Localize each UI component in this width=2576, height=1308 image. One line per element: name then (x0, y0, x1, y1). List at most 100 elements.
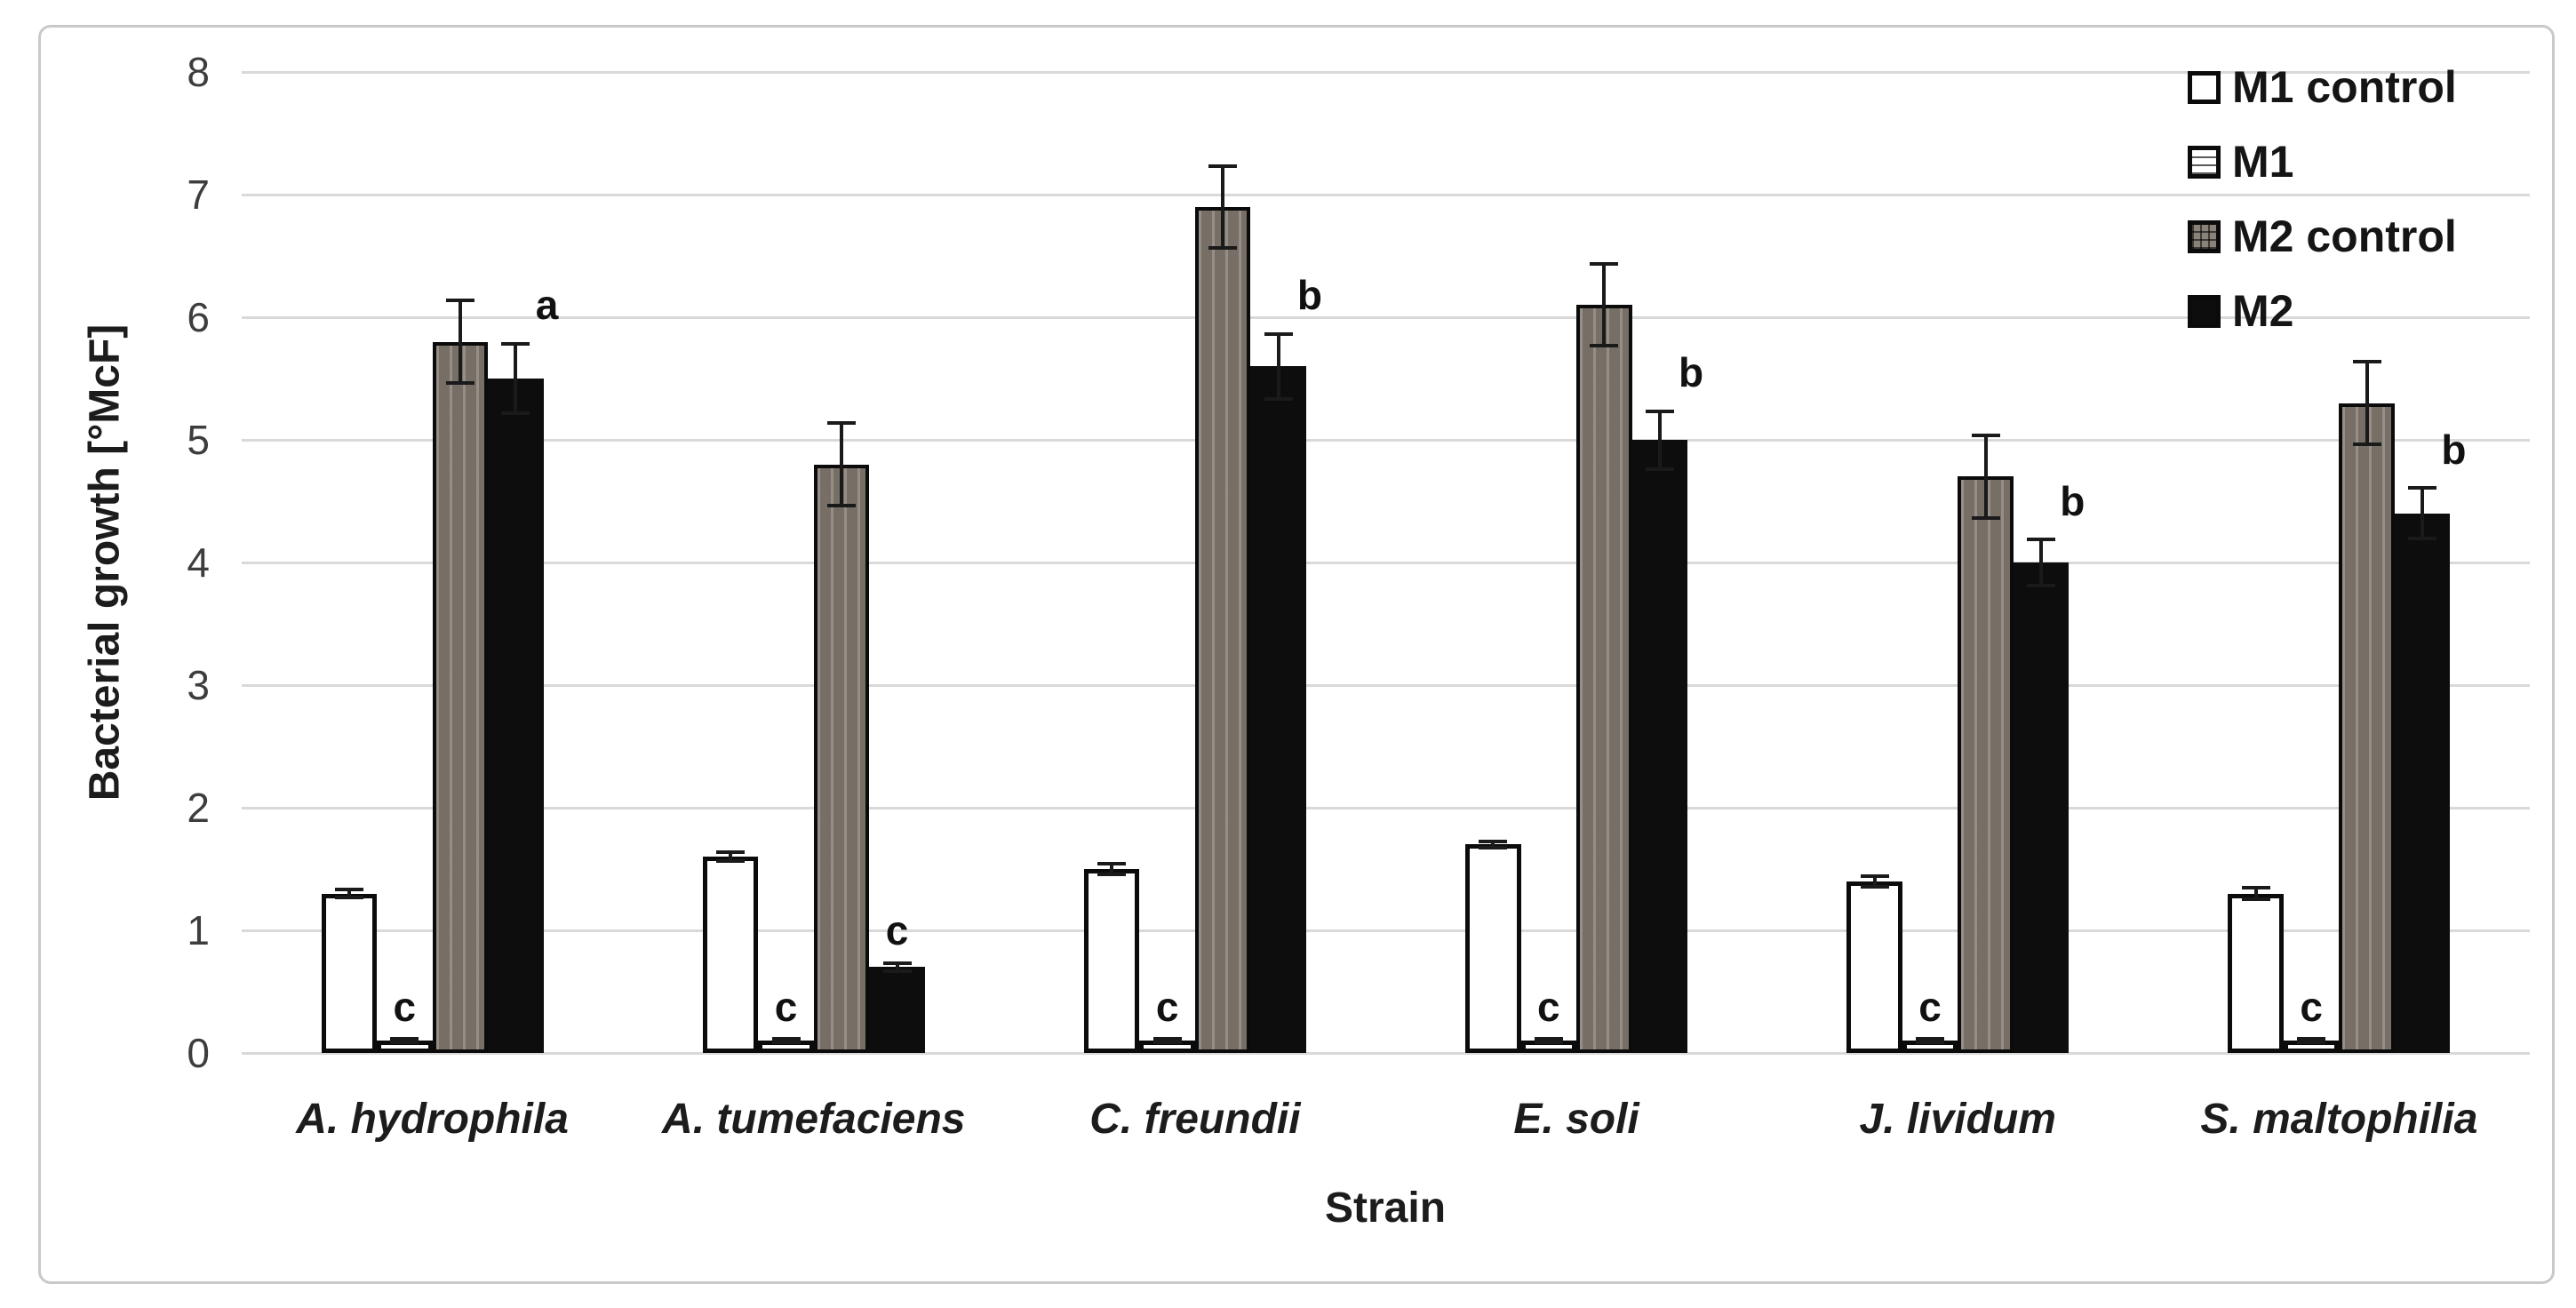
legend-label-m2-control: M2 control (2232, 211, 2457, 261)
x-axis-title: Strain (1324, 1184, 1447, 1232)
bar-m2-s-maltophilia (2394, 513, 2451, 1053)
error-bar-m1-a-tumefaciens (771, 1037, 801, 1045)
y-tick-label-8: 8 (187, 49, 210, 95)
significance-letter-b-e-soli: b (1679, 349, 1704, 396)
error-bar-m1-control-s-maltophilia (2241, 886, 2270, 901)
bar-m2-control-s-maltophilia (2339, 403, 2395, 1053)
error-bar-m2-control-c-freundii (1208, 164, 1238, 251)
error-bar-m2-control-j-lividum (1971, 434, 2000, 520)
category-label-a-tumefaciens: A. tumefaciens (662, 1096, 966, 1143)
error-bar-m1-s-maltophilia (2297, 1037, 2326, 1045)
gridline-y-6 (242, 315, 2530, 319)
y-tick-label-7: 7 (187, 171, 210, 218)
bar-m2-control-a-tumefaciens (813, 464, 870, 1053)
bar-m1-control-s-maltophilia (2228, 893, 2284, 1053)
error-bar-m2-a-tumefaciens (882, 961, 912, 974)
significance-letter-c-e-soli: c (1537, 983, 1560, 1030)
y-tick-label-1: 1 (187, 907, 210, 953)
bar-m2-e-soli (1631, 440, 1688, 1053)
bar-m1-control-a-hydrophila (321, 893, 378, 1053)
category-label-j-lividum: J. lividum (1859, 1096, 2056, 1143)
error-bar-m1-a-hydrophila (390, 1037, 419, 1045)
bar-m2-control-j-lividum (1958, 476, 2014, 1053)
bar-m1-control-j-lividum (1846, 881, 1902, 1053)
significance-letter-a-a-hydrophila: a (535, 282, 559, 329)
legend-item-m1-control: M1 control (2188, 50, 2457, 124)
error-bar-m1-j-lividum (1916, 1037, 1944, 1045)
error-bar-m1-control-e-soli (1479, 839, 1508, 849)
legend: M1 control M1 M2 control M2 (2188, 50, 2457, 348)
legend-label-m2: M2 (2232, 286, 2294, 336)
bar-m1-control-c-freundii (1083, 869, 1140, 1053)
error-bar-m2-e-soli (1645, 409, 1674, 471)
significance-letter-c-a-tumefaciens: c (885, 907, 909, 953)
gridline-y-3 (242, 683, 2530, 687)
y-tick-label-3: 3 (187, 662, 210, 708)
category-label-e-soli: E. soli (1513, 1096, 1639, 1143)
significance-letter-c-c-freundii: c (1155, 983, 1179, 1030)
category-label-s-maltophilia: S. maltophilia (2200, 1096, 2478, 1143)
error-bar-m2-control-e-soli (1590, 261, 1619, 348)
error-bar-m2-j-lividum (2027, 538, 2055, 587)
error-bar-m1-c-freundii (1152, 1037, 1182, 1045)
gridline-y-8 (242, 70, 2530, 74)
error-bar-m2-c-freundii (1264, 331, 1293, 401)
legend-label-m1: M1 (2232, 137, 2294, 187)
bar-m2-j-lividum (2013, 562, 2070, 1053)
bar-m2-a-tumefaciens (869, 967, 925, 1053)
significance-letter-c-j-lividum: c (1918, 983, 1942, 1030)
bar-m1-control-e-soli (1465, 844, 1521, 1053)
error-bar-m2-control-s-maltophilia (2352, 360, 2381, 446)
error-bar-m1-e-soli (1534, 1037, 1563, 1045)
significance-letter-b-c-freundii: b (1296, 272, 1322, 319)
y-tick-label-2: 2 (187, 785, 210, 831)
y-tick-label-0: 0 (187, 1030, 210, 1076)
legend-item-m1: M1 (2188, 124, 2457, 199)
legend-swatch-m2-control (2188, 219, 2221, 253)
error-bar-m2-control-a-tumefaciens (827, 421, 856, 507)
significance-letter-b-s-maltophilia: b (2441, 427, 2467, 474)
bar-m2-control-e-soli (1576, 305, 1632, 1053)
y-tick-label-6: 6 (187, 294, 210, 340)
bar-m2-a-hydrophila (488, 379, 544, 1053)
significance-letter-c-a-tumefaciens: c (774, 983, 798, 1030)
error-bar-m1-control-j-lividum (1860, 873, 1889, 889)
legend-item-m2-control: M2 control (2188, 199, 2457, 274)
gridline-y-4 (242, 561, 2530, 564)
y-tick-label-5: 5 (187, 417, 210, 463)
y-axis-title: Bacterial growth [°McF] (81, 323, 129, 802)
error-bar-m2-s-maltophilia (2408, 486, 2437, 541)
y-tick-label-4: 4 (187, 539, 210, 586)
error-bar-m2-a-hydrophila (501, 341, 530, 416)
gridline-y-0 (242, 1051, 2530, 1055)
bar-m2-control-a-hydrophila (432, 341, 489, 1053)
error-bar-m2-control-a-hydrophila (445, 299, 475, 385)
significance-letter-c-s-maltophilia: c (2300, 983, 2323, 1030)
error-bar-m1-control-c-freundii (1097, 861, 1127, 877)
legend-swatch-m1 (2188, 145, 2221, 179)
category-label-a-hydrophila: A. hydrophila (296, 1096, 569, 1143)
error-bar-m1-control-a-tumefaciens (716, 850, 745, 864)
legend-swatch-m1-control (2188, 70, 2221, 104)
gridline-y-1 (242, 929, 2530, 932)
gridline-y-5 (242, 438, 2530, 442)
significance-letter-b-j-lividum: b (2060, 478, 2086, 524)
significance-letter-c-a-hydrophila: c (393, 983, 417, 1030)
legend-swatch-m2 (2188, 294, 2221, 328)
bar-m2-c-freundii (1250, 366, 1306, 1053)
category-label-c-freundii: C. freundii (1089, 1096, 1301, 1143)
error-bar-m1-control-a-hydrophila (334, 887, 363, 900)
legend-label-m1-control: M1 control (2232, 62, 2457, 112)
gridline-y-2 (242, 806, 2530, 810)
bar-m2-control-c-freundii (1194, 206, 1251, 1053)
legend-item-m2: M2 (2188, 274, 2457, 348)
gridline-y-7 (242, 193, 2530, 196)
bar-m1-control-a-tumefaciens (702, 857, 759, 1053)
